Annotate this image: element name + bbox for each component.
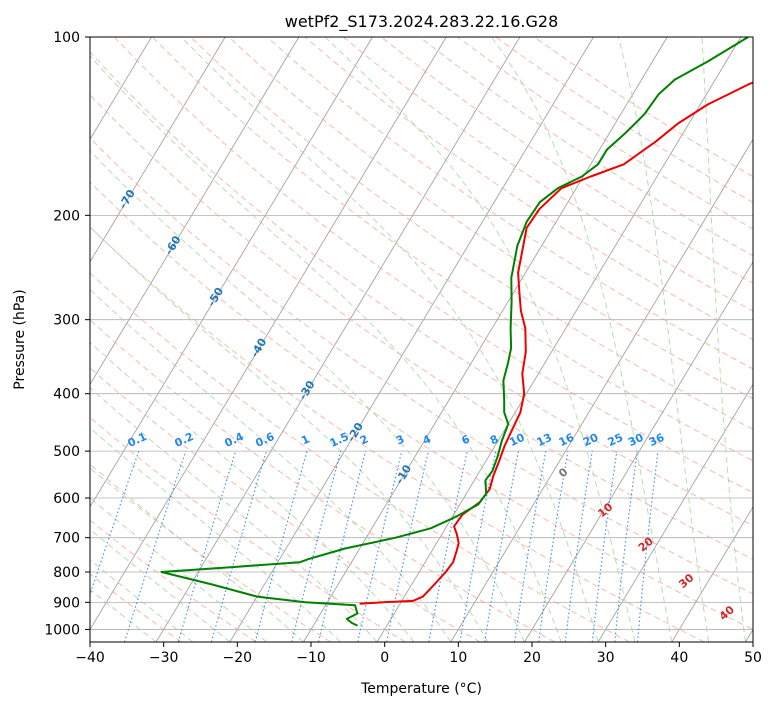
moist-adiabat-line — [0, 37, 267, 642]
y-tick-label: 300 — [53, 313, 80, 329]
dry-adiabat-line — [0, 37, 555, 642]
dry-adiabat-line — [305, 37, 775, 642]
mixing-ratio-label: 0.4 — [223, 430, 246, 450]
moist-adiabat-label: 0 — [556, 465, 570, 480]
moist-adiabat-line — [0, 37, 414, 642]
mixing-ratio-line — [255, 451, 307, 642]
moist-adiabat-label: 40 — [717, 603, 737, 623]
mixing-ratio-line — [125, 451, 186, 642]
dry-adiabat-line — [153, 37, 775, 642]
mixing-ratio-label: 0.1 — [126, 430, 149, 450]
x-tick-label: 50 — [744, 650, 762, 666]
y-tick-label: 1000 — [44, 622, 80, 638]
x-tick-label: 0 — [380, 650, 389, 666]
mixing-ratio-label: 0.2 — [173, 430, 196, 450]
dry-adiabat-line — [0, 37, 256, 642]
mixing-ratio-label: 3 — [394, 432, 406, 447]
plot-frame — [90, 37, 753, 642]
moist-adiabat-line — [325, 37, 635, 642]
moist-adiabat-line — [0, 37, 340, 642]
isotherm-line — [377, 37, 741, 642]
isotherm-line — [672, 37, 775, 642]
y-tick-label: 200 — [53, 208, 80, 224]
moist-adiabat-line — [73, 37, 561, 642]
y-tick-label: 500 — [53, 444, 80, 460]
mixing-ratio-label: 2 — [358, 432, 370, 447]
dry-adiabat-line — [191, 37, 775, 642]
mixing-ratio-label: 13 — [535, 431, 554, 449]
mixing-ratio-label: 6 — [460, 432, 473, 447]
isotherm-label: -30 — [296, 378, 318, 402]
mixing-ratio-line — [615, 451, 638, 642]
isotherm-label: -90 — [13, 115, 35, 139]
mixing-ratio-line — [515, 451, 546, 642]
y-tick-label: 600 — [53, 491, 80, 507]
dry-adiabat-line — [496, 37, 775, 642]
mixing-ratio-label: 1 — [299, 432, 311, 447]
dry-adiabat-line — [0, 37, 480, 642]
isotherm-line — [0, 37, 225, 642]
x-axis-label: Temperature (°C) — [360, 681, 482, 697]
y-tick-label: 100 — [53, 30, 80, 46]
moist-adiabat-line — [0, 37, 451, 642]
isotherm-label: -10 — [393, 462, 415, 486]
isotherm-label: -70 — [116, 187, 138, 211]
mixing-ratio-label: 16 — [557, 431, 577, 449]
temperature-profile-line — [360, 37, 775, 604]
y-tick-label: 700 — [53, 531, 80, 547]
isotherm-line — [0, 37, 299, 642]
isotherm-line — [0, 37, 4, 642]
x-tick-label: −30 — [149, 650, 179, 666]
mixing-ratio-label: 20 — [581, 431, 601, 449]
mixing-ratio-line — [178, 451, 235, 642]
moist-adiabat-line — [181, 37, 598, 642]
dry-adiabat-line — [381, 37, 775, 642]
chart-title: wetPf2_S173.2024.283.22.16.G28 — [285, 12, 559, 32]
x-tick-label: 40 — [670, 650, 688, 666]
mixing-ratio-label: 25 — [606, 431, 625, 449]
mixing-ratio-line — [565, 451, 592, 642]
x-tick-label: −20 — [223, 650, 253, 666]
moist-adiabat-line — [702, 37, 746, 642]
x-tick-label: −10 — [296, 650, 326, 666]
dry-adiabat-line — [0, 37, 704, 642]
x-tick-label: 10 — [449, 650, 467, 666]
y-tick-label: 800 — [53, 565, 80, 581]
mixing-ratio-line — [592, 451, 617, 642]
isotherm-line — [9, 37, 373, 642]
moist-adiabat-line — [0, 37, 488, 642]
moist-adiabat-line — [0, 37, 377, 642]
isotherm-line — [83, 37, 447, 642]
isotherm-label: -60 — [162, 233, 184, 257]
dry-adiabat-line — [229, 37, 775, 642]
dry-adiabat-line — [38, 37, 775, 642]
x-tick-label: −40 — [75, 650, 105, 666]
mixing-ratio-label: 4 — [421, 432, 434, 447]
isotherm-label: -40 — [248, 336, 270, 360]
x-tick-label: 20 — [523, 650, 541, 666]
moist-adiabat-label: 10 — [595, 500, 615, 520]
dry-adiabat-line — [267, 37, 775, 642]
y-axis-label: Pressure (hPa) — [12, 289, 28, 389]
y-tick-label: 400 — [53, 387, 80, 403]
isotherm-line — [746, 37, 775, 642]
moist-adiabat-label: 30 — [676, 571, 696, 591]
dry-adiabat-line — [0, 37, 405, 642]
isotherm-label: -80 — [66, 149, 88, 173]
x-tick-label: 30 — [597, 650, 615, 666]
dry-adiabat-line — [420, 37, 775, 642]
y-tick-label: 900 — [53, 595, 80, 611]
